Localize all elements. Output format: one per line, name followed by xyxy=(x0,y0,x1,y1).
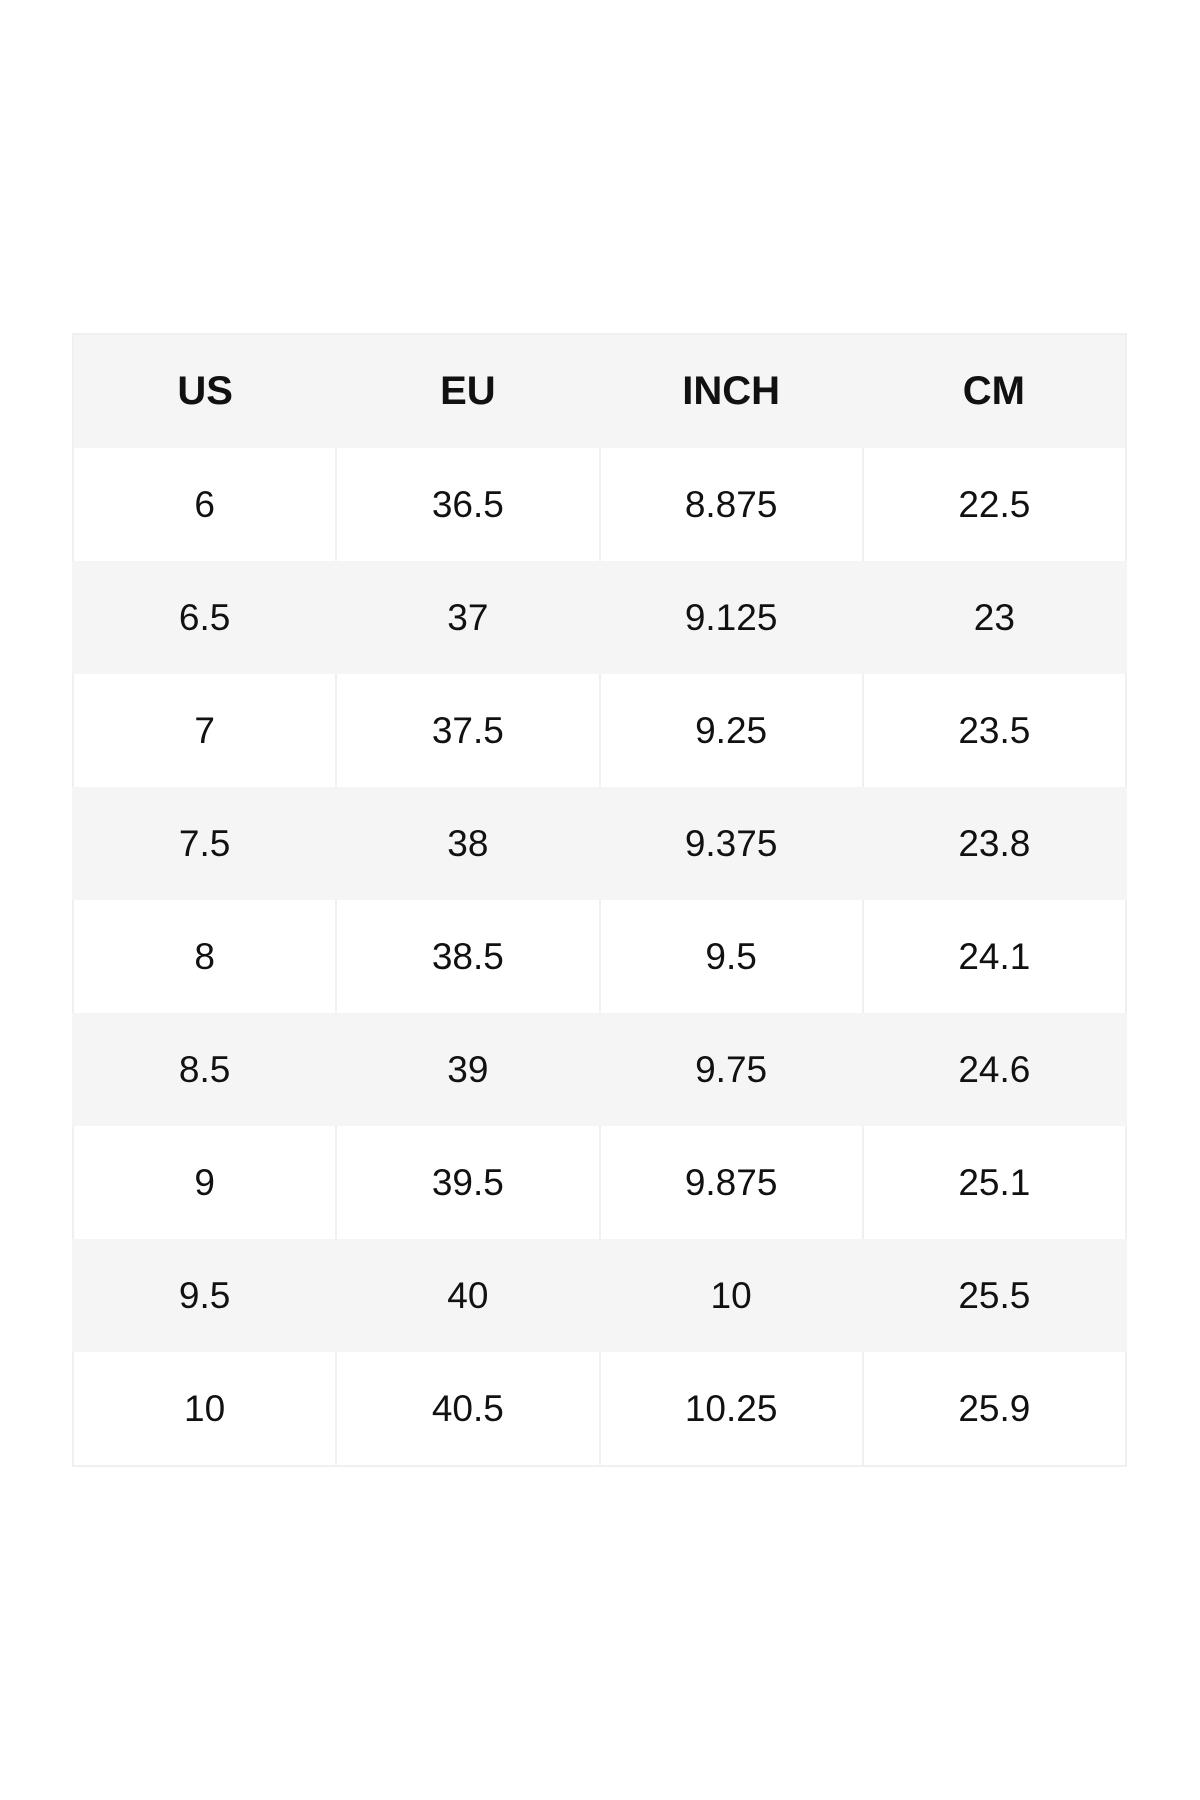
table-cell: 37.5 xyxy=(335,674,601,787)
table-cell: 9.125 xyxy=(598,561,864,674)
table-cell: 39.5 xyxy=(335,1126,601,1239)
header-cell: INCH xyxy=(599,334,863,448)
table-cell: 37 xyxy=(335,561,601,674)
table-cell: 40.5 xyxy=(335,1352,601,1466)
table-cell: 6.5 xyxy=(71,561,338,674)
table-row: 6.5 37 9.125 23 xyxy=(71,561,1128,674)
table-cell: 24.6 xyxy=(861,1013,1128,1126)
table-row: 6 36.5 8.875 22.5 xyxy=(71,448,1128,561)
table-cell: 22.5 xyxy=(861,448,1128,561)
table-cell: 7 xyxy=(71,674,338,787)
table-row: 9.5 40 10 25.5 xyxy=(71,1239,1128,1352)
table-cell: 8 xyxy=(71,900,338,1013)
table-cell: 25.5 xyxy=(861,1239,1128,1352)
table-cell: 9.875 xyxy=(598,1126,864,1239)
header-cell: CM xyxy=(862,334,1126,448)
table-cell: 23 xyxy=(861,561,1128,674)
table-cell: 10.25 xyxy=(598,1352,864,1466)
table-cell: 9.5 xyxy=(598,900,864,1013)
table-row: 9 39.5 9.875 25.1 xyxy=(71,1126,1128,1239)
table-row: 7 37.5 9.25 23.5 xyxy=(71,674,1128,787)
table-cell: 6 xyxy=(71,448,338,561)
header-row: US EU INCH CM xyxy=(73,334,1126,448)
header-cell: EU xyxy=(336,334,600,448)
table-row: 7.5 38 9.375 23.8 xyxy=(71,787,1128,900)
table-cell: 36.5 xyxy=(335,448,601,561)
table-cell: 24.1 xyxy=(861,900,1128,1013)
table-cell: 9.75 xyxy=(598,1013,864,1126)
table-cell: 9.25 xyxy=(598,674,864,787)
table-cell: 9.375 xyxy=(598,787,864,900)
table-cell: 9 xyxy=(71,1126,338,1239)
table-row: 10 40.5 10.25 25.9 xyxy=(71,1352,1128,1466)
table-cell: 40 xyxy=(335,1239,601,1352)
table-cell: 9.5 xyxy=(71,1239,338,1352)
table-cell: 39 xyxy=(335,1013,601,1126)
table-cell: 23.5 xyxy=(861,674,1128,787)
table-cell: 38.5 xyxy=(335,900,601,1013)
table-cell: 8.5 xyxy=(71,1013,338,1126)
table-cell: 25.1 xyxy=(861,1126,1128,1239)
table-cell: 7.5 xyxy=(71,787,338,900)
table-cell: 10 xyxy=(71,1352,338,1466)
table-body: 6 36.5 8.875 22.5 6.5 37 9.125 23 7 37.5 9.25 23.5 7… xyxy=(71,448,1128,1466)
table-row: 8 38.5 9.5 24.1 xyxy=(71,900,1128,1013)
table-cell: 38 xyxy=(335,787,601,900)
size-table: US EU INCH CM 6 36.5 8.875 22.5 6.5 37 9.125 23 7 37… xyxy=(71,333,1128,1467)
table-cell: 23.8 xyxy=(861,787,1128,900)
table-cell: 10 xyxy=(598,1239,864,1352)
table-cell: 8.875 xyxy=(598,448,864,561)
table-cell: 25.9 xyxy=(861,1352,1128,1466)
table-row: 8.5 39 9.75 24.6 xyxy=(71,1013,1128,1126)
header-cell: US xyxy=(73,334,337,448)
